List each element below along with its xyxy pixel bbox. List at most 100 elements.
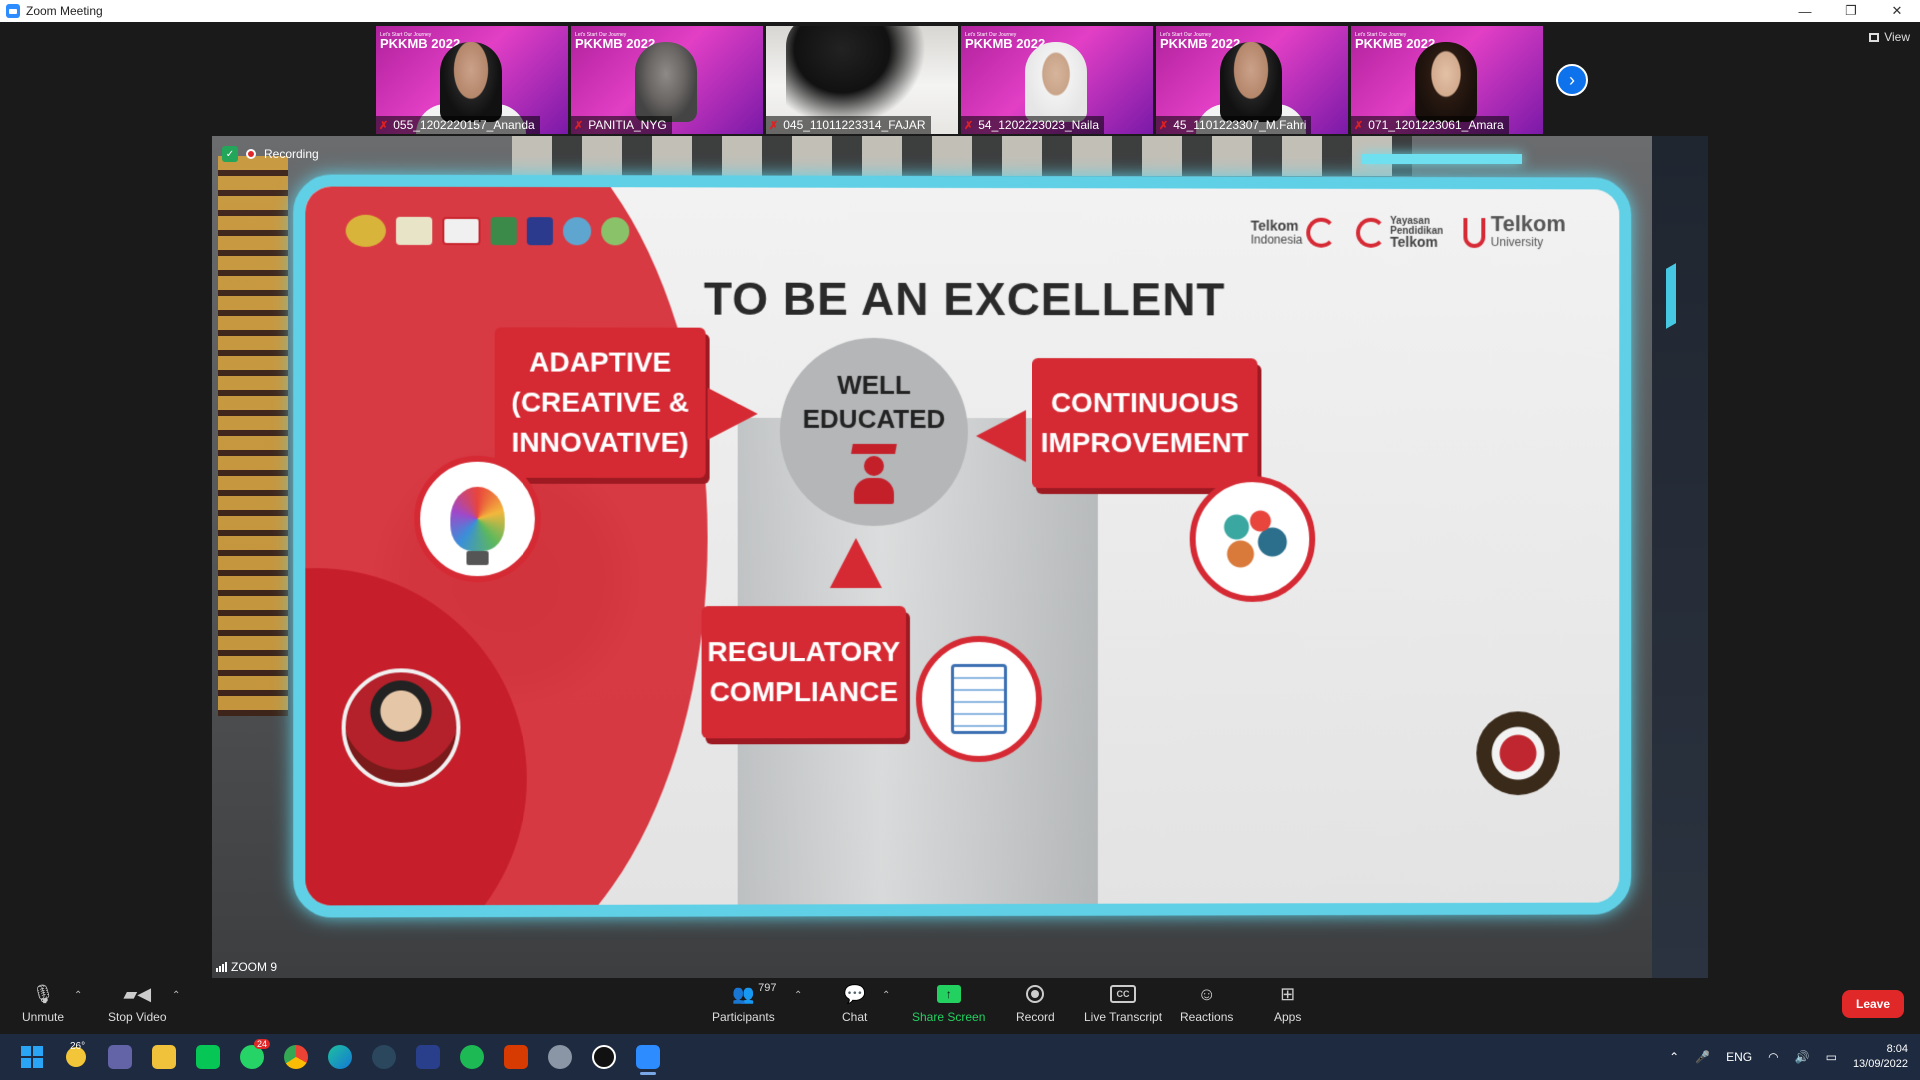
recording-indicator[interactable]: ✓ Recording [222, 146, 319, 162]
steam-icon[interactable] [366, 1039, 402, 1075]
record-icon [1026, 985, 1044, 1003]
signal-bars-icon [216, 962, 227, 972]
window-titlebar: Zoom Meeting — ❐ ✕ [0, 0, 1920, 22]
clock[interactable]: 8:04 13/09/2022 [1853, 1042, 1908, 1072]
mic-muted-icon: 🎙 [32, 984, 55, 1004]
mic-muted-icon: ✗ [1354, 119, 1363, 132]
minimize-button[interactable]: — [1782, 0, 1828, 22]
partner-logo [601, 217, 629, 245]
telkom-university-mark-icon [1463, 218, 1485, 248]
telkom-indonesia-logo: Telkom Indonesia [1251, 218, 1337, 248]
zoom-speaker-tag: ZOOM 9 [216, 960, 277, 974]
gallery-next-button[interactable]: › [1556, 64, 1588, 96]
participants-options-caret[interactable]: ⌃ [794, 990, 802, 1001]
language-indicator[interactable]: ENG [1726, 1050, 1752, 1064]
clock-time: 8:04 [1853, 1042, 1908, 1057]
tile-badge: Let's Start Our Journey PKKMB 2022 [380, 32, 460, 50]
meeting-toolbar: 🎙 Unmute ⌃ ▰◀ Stop Video ⌃ 👥 797 Particip… [0, 980, 1920, 1034]
close-button[interactable]: ✕ [1874, 0, 1920, 22]
zoom-taskbar-icon[interactable] [630, 1039, 666, 1075]
team-people-icon [1190, 476, 1316, 602]
background-right-panel [1652, 136, 1708, 978]
participant-tile[interactable]: Let's Start Our Journey PKKMB 2022 ✗ 54_12… [961, 26, 1153, 134]
participants-button[interactable]: 👥 797 Participants [712, 984, 775, 1024]
video-options-caret[interactable]: ⌃ [172, 990, 180, 1001]
unmute-button[interactable]: 🎙 Unmute [22, 984, 64, 1024]
view-label: View [1884, 30, 1910, 44]
view-button[interactable]: View [1869, 30, 1910, 44]
reactions-button[interactable]: ☺ Reactions [1180, 984, 1233, 1024]
participant-tile[interactable]: Let's Start Our Journey PKKMB 2022 ✗ PANIT… [571, 26, 763, 134]
live-transcript-button[interactable]: CC Live Transcript [1084, 984, 1162, 1024]
settings-gear-icon[interactable] [542, 1039, 578, 1075]
gaming-app-icon[interactable] [586, 1039, 622, 1075]
wifi-icon[interactable]: ◠ [1768, 1050, 1778, 1064]
leave-button[interactable]: Leave [1842, 990, 1904, 1018]
participant-tile[interactable]: Let's Start Our Journey PKKMB 2022 ✗ 45_11… [1156, 26, 1348, 134]
clipboard-checklist-icon [916, 636, 1042, 762]
chat-button[interactable]: 💬 Chat [842, 984, 867, 1024]
arrow-left-icon [976, 410, 1026, 462]
chrome-icon[interactable] [278, 1039, 314, 1075]
chat-options-caret[interactable]: ⌃ [882, 990, 890, 1001]
windows-logo-icon [21, 1046, 43, 1068]
tile-badge: Let's Start Our Journey PKKMB 2022 [1160, 32, 1240, 50]
gallery-strip: Let's Start Our Journey PKKMB 2022 ✗ 055_1… [376, 26, 1543, 134]
shield-icon: ✓ [222, 146, 238, 162]
regulatory-compliance-box: REGULATORY COMPLIANCE [702, 606, 906, 738]
weather-temp: 26° [70, 1041, 85, 1052]
participant-tile[interactable]: Let's Start Our Journey PKKMB 2022 ✗ 055_1… [376, 26, 568, 134]
file-explorer-icon[interactable] [146, 1039, 182, 1075]
stop-video-button[interactable]: ▰◀ Stop Video [108, 984, 167, 1024]
avatar [1220, 42, 1282, 122]
weather-widget[interactable]: 26° [58, 1039, 94, 1075]
partner-logo [491, 217, 517, 245]
tile-badge: Let's Start Our Journey PKKMB 2022 [965, 32, 1045, 50]
chevron-up-icon[interactable]: ⌃ [1669, 1050, 1679, 1064]
volume-icon[interactable]: 🔊 [1795, 1050, 1810, 1064]
line-app-icon[interactable] [190, 1039, 226, 1075]
avatar [635, 42, 697, 122]
apps-button[interactable]: ⊞ Apps [1274, 984, 1301, 1024]
avatar [440, 42, 502, 122]
video-camera-icon: ▰◀ [123, 984, 151, 1004]
start-button[interactable] [14, 1039, 50, 1075]
yayasan-mark-icon [1356, 218, 1386, 248]
slide-frame: Telkom Indonesia Yayasan Pendidikan Telkom … [293, 174, 1631, 917]
audio-options-caret[interactable]: ⌃ [74, 990, 82, 1001]
teams-app-icon[interactable] [102, 1039, 138, 1075]
share-screen-button[interactable]: ↑ Share Screen [912, 984, 985, 1024]
participant-name-label: ✗ 54_1202223023_Naila [961, 116, 1104, 134]
partner-logo [527, 217, 553, 245]
participant-tile[interactable]: Let's Start Our Journey PKKMB 2022 ✗ 071_1… [1351, 26, 1543, 134]
edge-icon[interactable] [322, 1039, 358, 1075]
participant-name-label: ✗ PANITIA_NYG [571, 116, 672, 134]
microphone-icon[interactable]: 🎤 [1695, 1050, 1710, 1064]
record-button[interactable]: Record [1016, 984, 1055, 1024]
avatar [1025, 42, 1087, 122]
recording-label: Recording [264, 147, 319, 161]
participants-count: 797 [758, 982, 776, 994]
tile-badge: Let's Start Our Journey PKKMB 2022 [575, 32, 655, 50]
participant-name-label: ✗ 071_1201223061_Amara [1351, 116, 1509, 134]
arrow-right-icon [708, 388, 758, 440]
mic-muted-icon: ✗ [769, 119, 778, 132]
background-light-column [218, 156, 288, 716]
share-screen-icon: ↑ [937, 985, 961, 1003]
participant-tile[interactable]: ✗ 045_11011223314_FAJAR [766, 26, 958, 134]
office-icon[interactable] [498, 1039, 534, 1075]
rector-portrait [342, 668, 461, 787]
mic-muted-icon: ✗ [574, 119, 583, 132]
partner-logo [396, 217, 432, 245]
background-neon-light [1362, 154, 1522, 164]
grid-view-icon [1869, 33, 1879, 42]
vpn-app-icon[interactable] [410, 1039, 446, 1075]
clock-date: 13/09/2022 [1853, 1057, 1908, 1072]
mic-muted-icon: ✗ [1159, 119, 1168, 132]
spotify-icon[interactable] [454, 1039, 490, 1075]
restore-button[interactable]: ❐ [1828, 0, 1874, 22]
avatar [1415, 42, 1477, 122]
battery-icon[interactable]: ▭ [1826, 1050, 1837, 1064]
closed-caption-icon: CC [1110, 985, 1136, 1003]
whatsapp-icon[interactable]: 24 [234, 1039, 270, 1075]
